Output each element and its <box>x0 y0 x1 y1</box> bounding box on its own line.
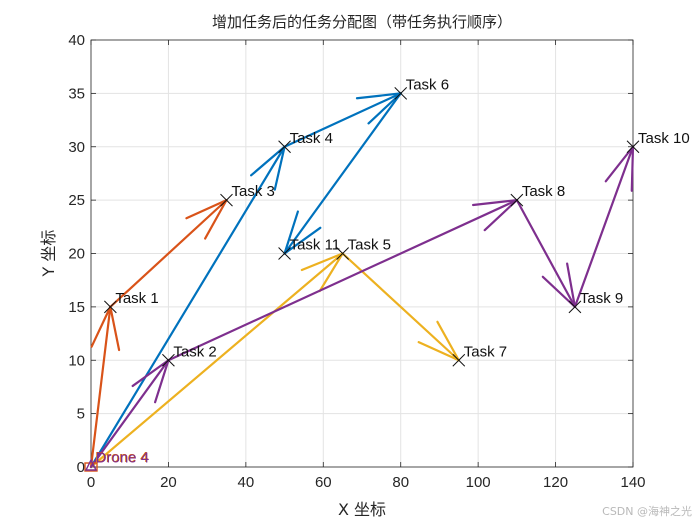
task-marker <box>336 247 349 260</box>
task-marker <box>278 247 291 260</box>
y-tick-label: 5 <box>77 406 85 423</box>
task-label: Task 7 <box>464 343 507 360</box>
route-arrowhead <box>604 145 635 183</box>
x-tick-label: 20 <box>160 474 177 491</box>
depot-label: Drone 4 <box>95 449 148 466</box>
route-segment <box>167 199 518 362</box>
depot-marker <box>84 462 98 472</box>
task-marker <box>510 193 524 207</box>
route-arrowhead <box>300 252 344 272</box>
task-marker <box>452 353 466 367</box>
task-label: Task 1 <box>115 290 158 307</box>
task-label: Task 9 <box>580 290 623 307</box>
task-marker-stroke <box>452 353 466 367</box>
y-tick-label: 10 <box>68 352 85 369</box>
task-labels: Task 1 Task 2 Task 3 Task 4 Task 5 Task 6 Task… <box>95 76 690 466</box>
task-marker <box>626 140 640 154</box>
route-arrowhead <box>154 359 170 404</box>
route-arrowhead <box>109 305 121 352</box>
route-arrowhead <box>90 305 112 348</box>
route-arrowhead <box>417 341 460 362</box>
route-arrowhead <box>436 320 460 362</box>
route-arrowhead <box>355 92 402 100</box>
task-label: Task 11 <box>290 237 341 254</box>
y-tick-label: 25 <box>68 192 85 209</box>
depot-marker-triangle <box>84 458 98 471</box>
route-arrowhead <box>273 145 286 191</box>
route-arrowhead <box>318 252 344 293</box>
task-marker-stroke <box>104 300 117 314</box>
y-tick-label: 15 <box>68 299 85 316</box>
x-tick-label: 100 <box>466 474 491 491</box>
watermark-text: CSDN @海神之光 <box>602 505 692 518</box>
task-label: Task 10 <box>638 130 690 147</box>
route-arrowhead <box>250 145 286 177</box>
route-arrowhead <box>283 210 299 255</box>
task-marker-stroke <box>626 140 640 154</box>
task-label: Task 2 <box>173 343 216 360</box>
x-axis-label: X 坐标 <box>338 500 386 519</box>
route-segment <box>573 145 635 308</box>
task-marker <box>162 353 175 367</box>
route-segment <box>283 92 402 255</box>
task-markers <box>84 87 640 472</box>
task-label: Task 5 <box>348 237 391 254</box>
task-marker <box>394 87 408 100</box>
route-segment <box>283 92 402 148</box>
route-arrowhead <box>472 199 518 207</box>
task-marker-stroke <box>568 300 582 314</box>
y-tick-label: 20 <box>68 246 85 263</box>
task-label: Task 8 <box>522 183 565 200</box>
y-tick-label: 40 <box>68 32 85 49</box>
task-marker-stroke <box>278 247 291 260</box>
depot-label: Drone 4 <box>96 449 149 466</box>
route-segment <box>89 252 344 469</box>
y-axis-label: Y 坐标 <box>39 230 58 278</box>
task-label: Task 4 <box>290 130 333 147</box>
route-arrowhead <box>204 199 228 240</box>
routes <box>89 92 635 469</box>
route-arrowhead <box>283 226 322 255</box>
x-tick-label: 0 <box>87 474 95 491</box>
y-tick-label: 30 <box>68 139 85 156</box>
task-marker <box>568 300 582 314</box>
task-marker <box>278 140 291 154</box>
route-segment <box>109 199 228 308</box>
x-tick-label: 120 <box>543 474 568 491</box>
task-marker-stroke <box>162 353 175 367</box>
task-marker <box>220 193 233 207</box>
x-tick-label: 40 <box>238 474 255 491</box>
route-arrowhead <box>630 145 635 192</box>
route-segment <box>89 359 170 469</box>
task-label: Task 6 <box>406 76 449 93</box>
route-segment <box>89 145 286 469</box>
task-marker-stroke <box>336 247 349 260</box>
task-marker-stroke <box>394 87 408 100</box>
route-arrowhead <box>185 199 228 220</box>
axis-ticks: 0 20 40 60 80 100 120 140 0 5 10 15 20 25 30 35 40 <box>68 32 645 491</box>
route-arrowhead <box>131 359 170 388</box>
chart-title: 增加任务后的任务分配图（带任务执行顺序） <box>212 13 512 31</box>
y-tick-label: 35 <box>68 85 85 102</box>
y-tick-label: 0 <box>77 459 85 476</box>
x-tick-label: 140 <box>620 474 645 491</box>
task-marker-stroke <box>220 193 233 207</box>
task-label: Task 3 <box>232 183 275 200</box>
route-segment <box>515 199 577 308</box>
task-marker-stroke <box>510 193 524 207</box>
task-marker <box>104 300 117 314</box>
x-tick-label: 80 <box>392 474 409 491</box>
route-arrowhead <box>566 262 577 308</box>
depot-label: Drone 4 <box>95 449 148 466</box>
task-marker-stroke <box>278 140 291 154</box>
route-segment <box>89 305 112 469</box>
x-tick-label: 60 <box>315 474 332 491</box>
